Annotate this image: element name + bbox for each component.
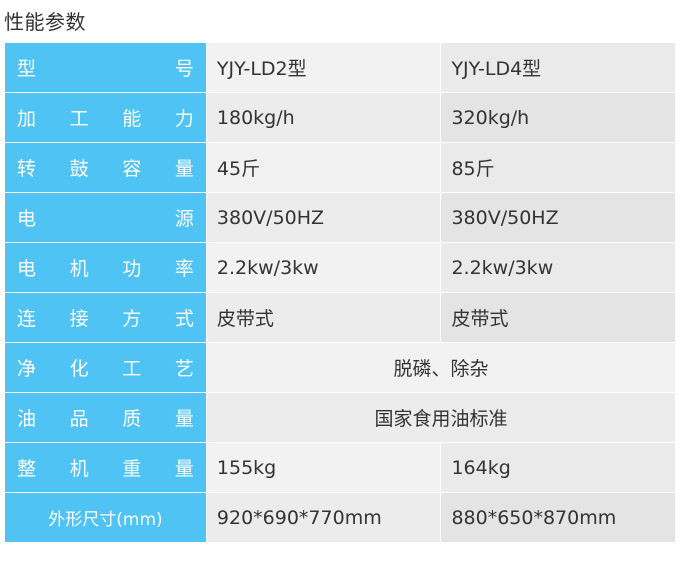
row-label-motor-power: 电机功率: [4, 242, 207, 293]
row-value-motor-power-ld4: 2.2kw/3kw: [440, 242, 676, 293]
row-label-dimensions: 外形尺寸(mm): [4, 492, 207, 543]
specifications-table: 型号 YJY-LD2型 YJY-LD4型 加工能力 180kg/h 320kg/…: [4, 42, 677, 543]
table-body: 型号 YJY-LD2型 YJY-LD4型 加工能力 180kg/h 320kg/…: [4, 42, 677, 543]
row-value-weight-ld4: 164kg: [440, 442, 676, 493]
table-row: 连接方式 皮带式 皮带式: [4, 292, 676, 343]
row-value-motor-power-ld2: 2.2kw/3kw: [205, 242, 442, 293]
row-label-model: 型号: [4, 42, 207, 93]
row-label-text: 整机重量: [17, 458, 194, 480]
row-value-power-supply-ld4: 380V/50HZ: [440, 192, 676, 243]
table-row: 净化工艺 脱磷、除杂: [4, 342, 677, 393]
row-label-text: 加工能力: [17, 108, 194, 130]
table-row: 电机功率 2.2kw/3kw 2.2kw/3kw: [4, 242, 676, 293]
row-label-capacity: 加工能力: [4, 92, 207, 143]
row-label-text: 型号: [17, 58, 194, 80]
row-label-text: 油品质量: [17, 408, 194, 430]
table-row: 型号 YJY-LD2型 YJY-LD4型: [4, 42, 676, 93]
row-value-purification: 脱磷、除杂: [205, 342, 677, 393]
row-value-dimensions-ld2: 920*690*770mm: [205, 492, 442, 543]
row-label-power-supply: 电源: [4, 192, 207, 243]
row-value-drum-volume-ld2: 45斤: [205, 142, 442, 193]
row-label-connection: 连接方式: [4, 292, 207, 343]
table-row: 加工能力 180kg/h 320kg/h: [4, 92, 676, 143]
row-value-weight-ld2: 155kg: [205, 442, 442, 493]
row-value-power-supply-ld2: 380V/50HZ: [205, 192, 442, 243]
row-label-weight: 整机重量: [4, 442, 207, 493]
row-label-text: 外形尺寸(mm): [48, 510, 163, 530]
row-value-dimensions-ld4: 880*650*870mm: [440, 492, 676, 543]
row-label-text: 电机功率: [17, 258, 194, 280]
row-label-text: 电源: [17, 208, 194, 230]
table-row: 转鼓容量 45斤 85斤: [4, 142, 676, 193]
row-value-model-ld2: YJY-LD2型: [205, 42, 442, 93]
row-value-connection-ld2: 皮带式: [205, 292, 442, 343]
row-label-text: 转鼓容量: [17, 158, 194, 180]
table-row: 整机重量 155kg 164kg: [4, 442, 676, 493]
table-row: 外形尺寸(mm) 920*690*770mm 880*650*870mm: [4, 492, 676, 543]
row-value-capacity-ld2: 180kg/h: [205, 92, 442, 143]
row-label-drum-volume: 转鼓容量: [4, 142, 207, 193]
row-value-model-ld4: YJY-LD4型: [440, 42, 676, 93]
row-value-oil-quality: 国家食用油标准: [205, 392, 677, 443]
row-value-capacity-ld4: 320kg/h: [440, 92, 676, 143]
row-value-connection-ld4: 皮带式: [440, 292, 676, 343]
table-row: 电源 380V/50HZ 380V/50HZ: [4, 192, 676, 243]
page-title: 性能参数: [4, 10, 86, 34]
row-label-text: 连接方式: [17, 308, 194, 330]
row-label-purification: 净化工艺: [4, 342, 207, 393]
row-value-drum-volume-ld4: 85斤: [440, 142, 676, 193]
row-label-oil-quality: 油品质量: [4, 392, 207, 443]
row-label-text: 净化工艺: [17, 358, 194, 380]
table-row: 油品质量 国家食用油标准: [4, 392, 677, 443]
